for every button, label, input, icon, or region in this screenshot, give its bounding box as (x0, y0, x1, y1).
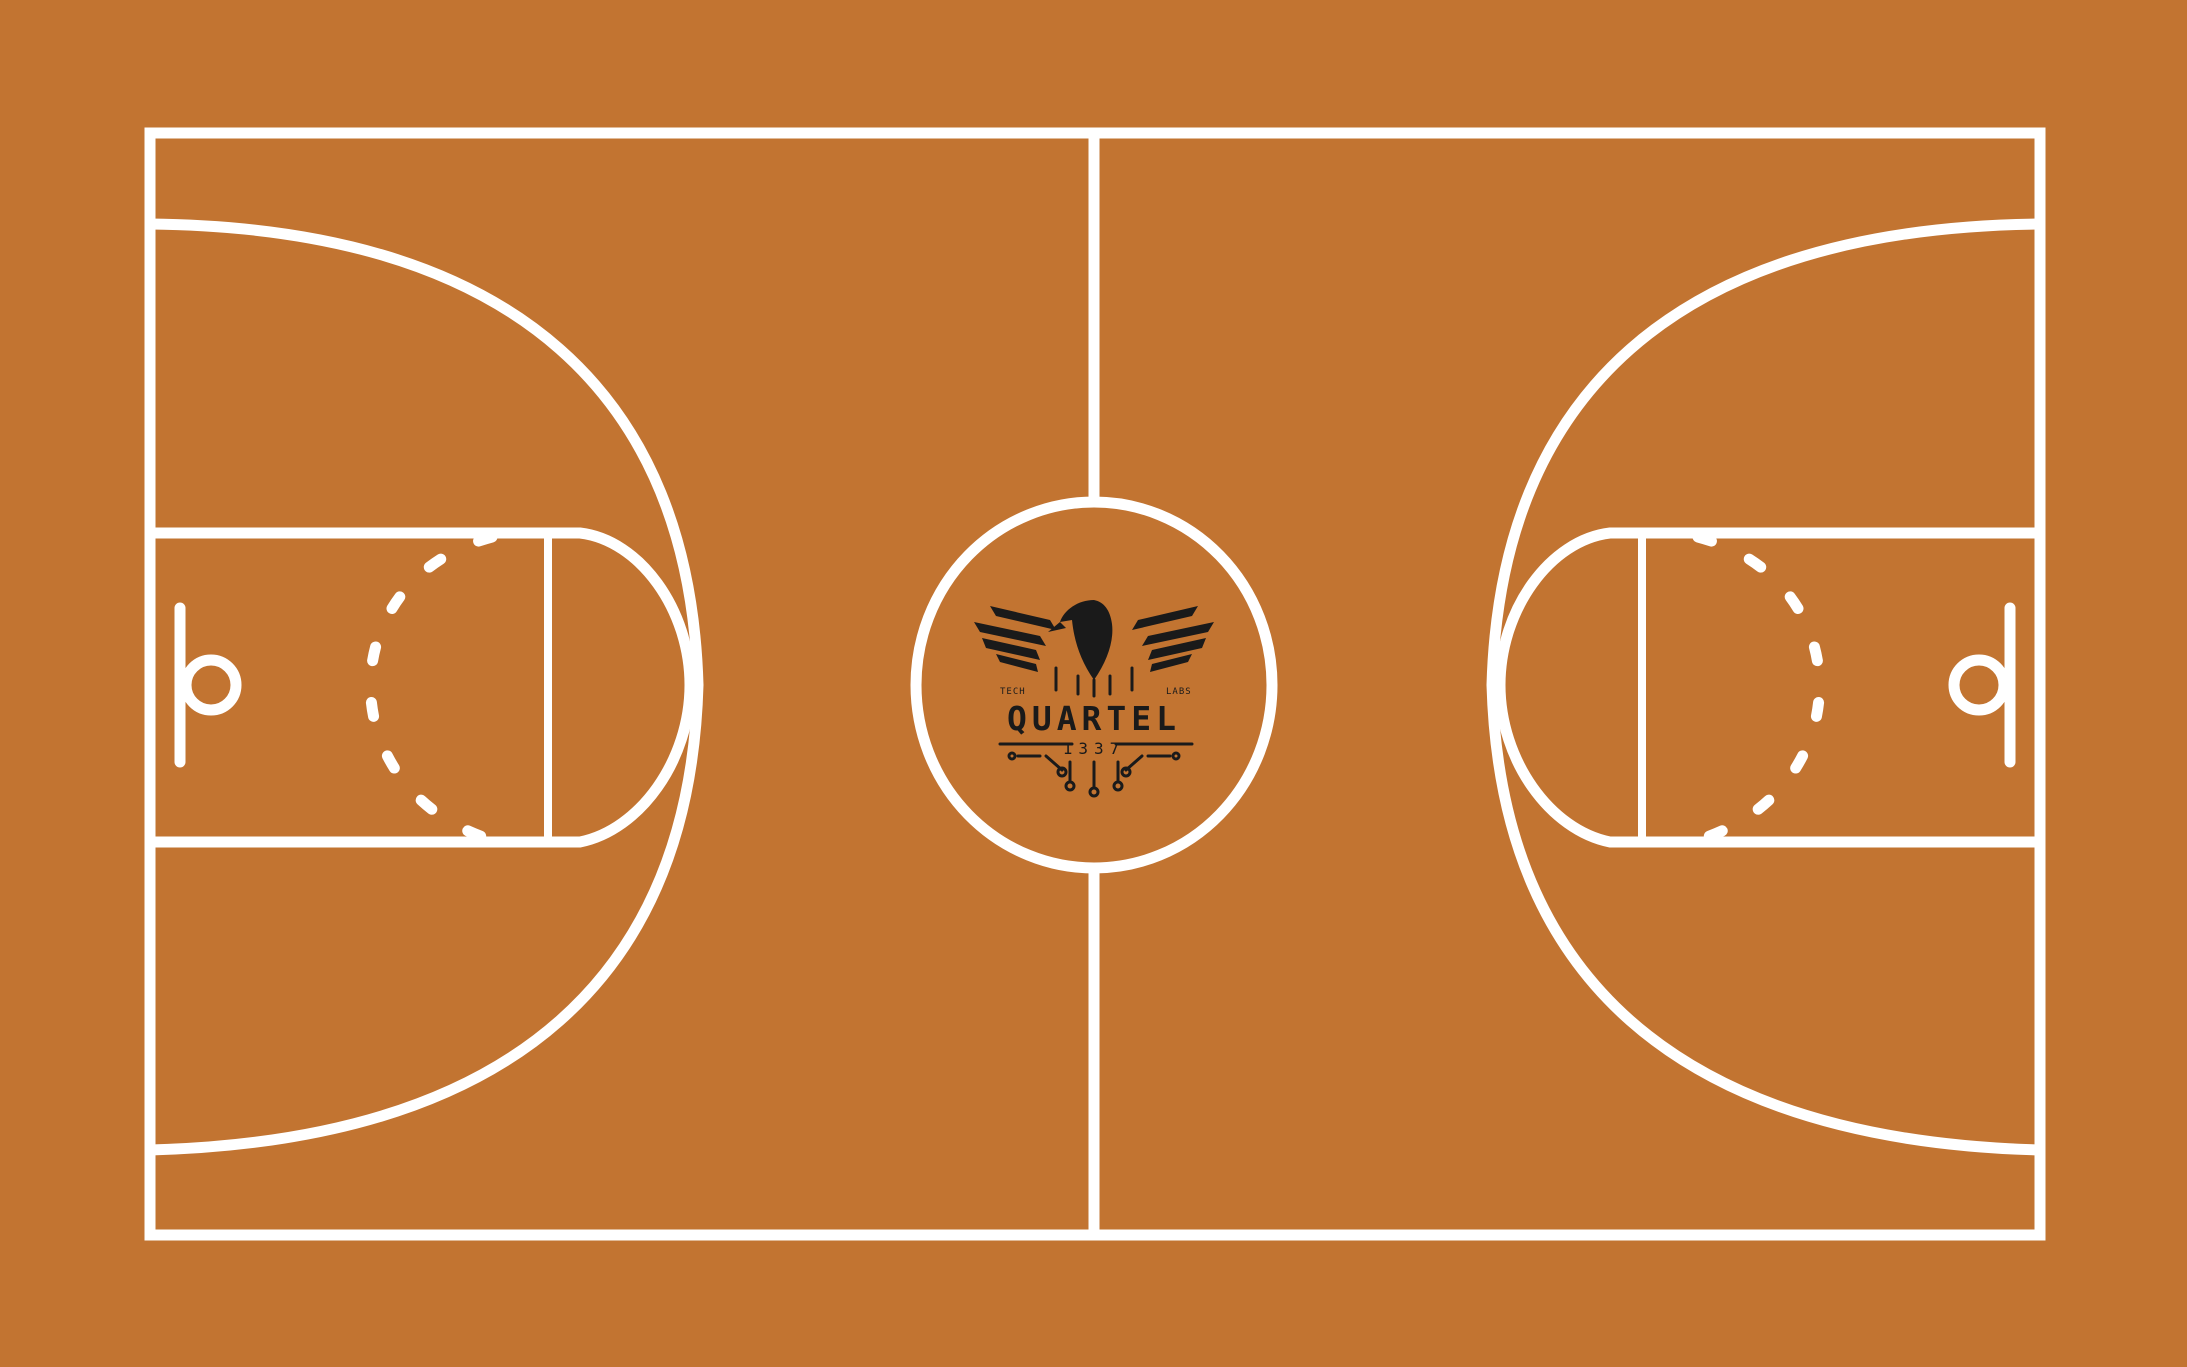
left-three-point-arc (144, 218, 704, 1156)
eagle-icon (974, 600, 1214, 698)
center-logo: TECH LABS QUARTEL 1337 (974, 600, 1214, 798)
right-free-throw-dashes (1692, 531, 1825, 846)
right-three-point-arc (1486, 218, 2046, 1156)
left-rim (180, 654, 242, 716)
logo-title: QUARTEL (1007, 699, 1181, 738)
logo-number: 1337 (1063, 739, 1126, 758)
right-key (1494, 527, 2046, 848)
circuit-traces (1007, 751, 1181, 798)
right-rim (1948, 654, 2010, 716)
center-circle (910, 496, 1278, 874)
left-free-throw-dashes (365, 531, 498, 846)
left-key (144, 527, 696, 848)
logo-right-tag: LABS (1166, 687, 1192, 697)
logo-left-tag: TECH (1000, 687, 1026, 697)
